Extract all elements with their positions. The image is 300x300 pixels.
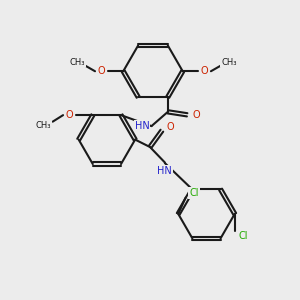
Text: CH₃: CH₃ [36,121,52,130]
Text: O: O [66,110,74,120]
Text: HN: HN [135,121,149,130]
Text: O: O [98,66,105,76]
Text: Cl: Cl [238,232,248,242]
Text: CH₃: CH₃ [69,58,85,67]
Text: HN: HN [158,166,172,176]
Text: O: O [201,66,208,76]
Text: CH₃: CH₃ [221,58,236,67]
Text: Cl: Cl [189,188,199,198]
Text: O: O [192,110,200,120]
Text: O: O [167,122,174,132]
